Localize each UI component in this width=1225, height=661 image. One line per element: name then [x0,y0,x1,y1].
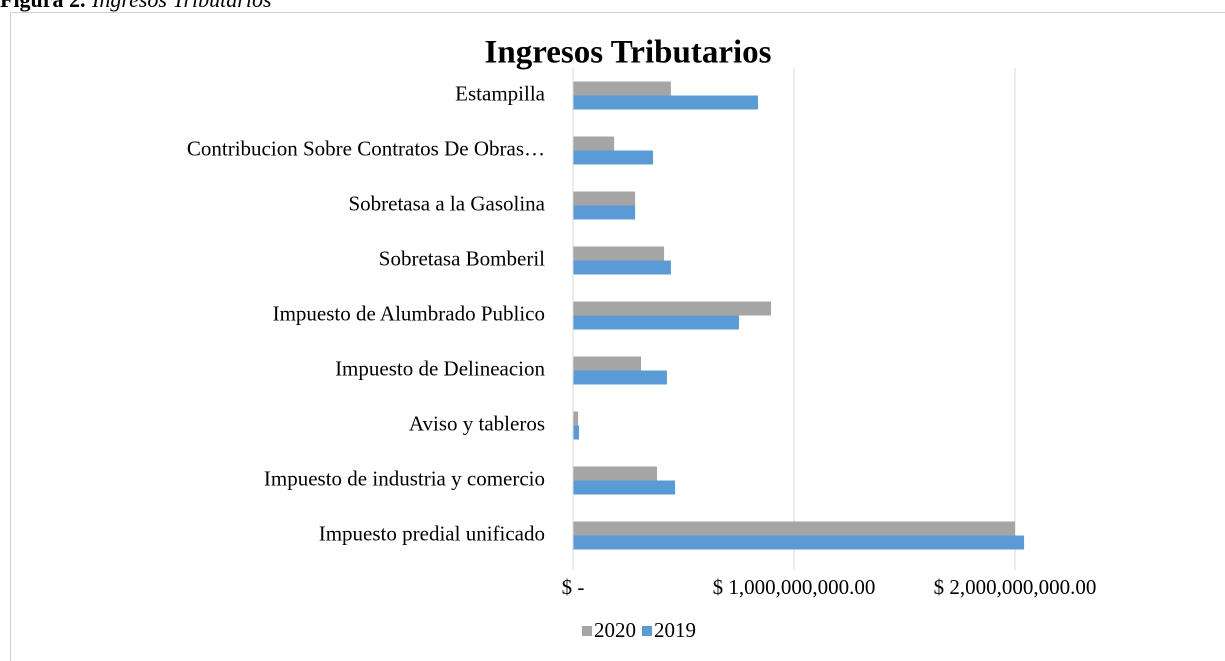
bar [573,191,636,206]
legend-swatch [642,626,652,636]
bar [573,136,615,151]
x-tick-label: $ - [562,575,585,599]
caption-label: Figura 2. [0,0,86,12]
y-tick-label: Aviso y tableros [409,411,545,435]
y-tick-label: Impuesto de Delineacion [335,356,545,380]
y-tick-label: Sobretasa Bomberil [379,246,545,270]
bar [573,466,657,481]
bar [573,535,1025,550]
bar [573,370,667,385]
legend-swatch [582,626,592,636]
bar [573,356,642,371]
x-tick-label: $ 2,000,000,000.00 [934,575,1097,599]
bar [573,205,636,220]
bar [573,521,1015,536]
legend-label: 2020 [594,618,636,642]
bar [573,246,665,261]
y-tick-label: Impuesto de industria y comercio [264,466,545,490]
bar [573,411,579,426]
y-tick-label: Impuesto de Alumbrado Publico [273,301,545,325]
y-tick-label: Estampilla [455,81,545,105]
bar [573,260,671,275]
bar [573,480,676,495]
bar [573,315,739,330]
legend-label: 2019 [654,618,696,642]
bar [573,425,579,440]
caption-title: Ingresos Tributarios [91,0,272,12]
y-tick-label: Sobretasa a la Gasolina [348,191,545,215]
y-tick-label: Contribucion Sobre Contratos De Obras… [187,136,545,160]
bar [573,301,772,316]
bar [573,150,654,165]
chart-title: Ingresos Tributarios [485,35,772,71]
bar [573,95,758,110]
y-tick-label: Impuesto predial unificado [319,521,545,545]
bar [573,81,671,96]
x-tick-label: $ 1,000,000,000.00 [713,575,876,599]
chart-border [10,12,1225,661]
